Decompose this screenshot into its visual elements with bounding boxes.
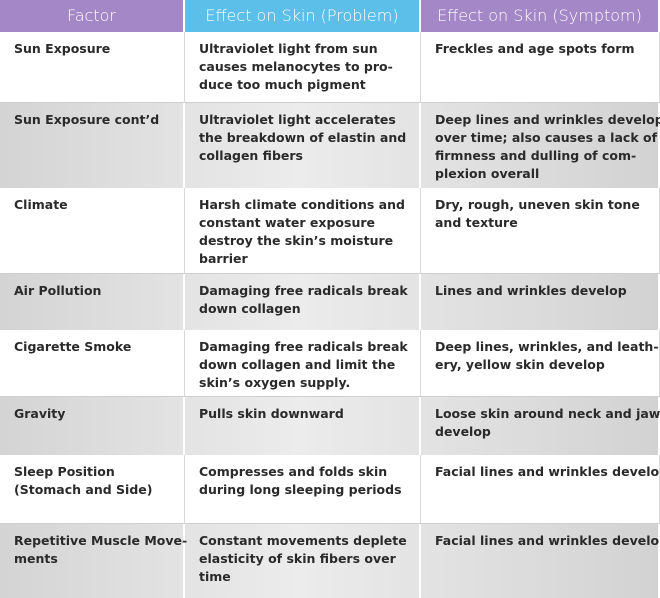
- column-header: Effect on Skin (Symptom): [421, 0, 660, 32]
- cell-text: Dry, rough, uneven skin tone: [435, 197, 640, 212]
- cell-text: causes melanocytes to pro-: [199, 59, 393, 74]
- cell-text: during long sleeping periods: [199, 482, 402, 497]
- cell-text: (Stomach and Side): [14, 482, 153, 497]
- table-cell: Ultraviolet light accelerates the breakdo…: [185, 103, 421, 188]
- table-cell: Loose skin around neck and jaw develop: [421, 397, 660, 455]
- cell-text: time: [199, 569, 231, 584]
- table-cell: Gravity: [0, 397, 185, 455]
- cell-text: and texture: [435, 215, 518, 230]
- cell-text: destroy the skin’s moisture: [199, 233, 394, 248]
- cell-text: Ultraviolet light from sun: [199, 41, 378, 56]
- cell-text: Lines and wrinkles develop: [435, 283, 627, 298]
- cell-text: Deep lines and wrinkles develop: [435, 112, 660, 127]
- table-row: Repetitive Muscle Move-ments Constant mov…: [0, 524, 660, 598]
- table-cell: Sun Exposure cont’d: [0, 103, 185, 188]
- cell-text: Repetitive Muscle Move-: [14, 533, 188, 548]
- table-cell: Sun Exposure: [0, 32, 185, 102]
- table-row: Sun Exposure cont’d Ultraviolet light acc…: [0, 103, 660, 188]
- cell-text: Sun Exposure cont’d: [14, 112, 160, 127]
- cell-text: down collagen: [199, 301, 301, 316]
- cell-text: ments: [14, 551, 58, 566]
- table-cell: Dry, rough, uneven skin tone and texture: [421, 188, 660, 273]
- table-row: Climate Harsh climate conditions and const…: [0, 188, 660, 274]
- table-cell: Cigarette Smoke: [0, 330, 185, 396]
- table-cell: Air Pollution: [0, 274, 185, 330]
- table-row: Cigarette Smoke Damaging free radicals br…: [0, 330, 660, 397]
- cell-text: Damaging free radicals break: [199, 283, 408, 298]
- cell-text: Facial lines and wrinkles develop: [435, 533, 660, 548]
- table-cell: Deep lines and wrinkles develop over time…: [421, 103, 660, 188]
- column-header: Factor: [0, 0, 185, 32]
- cell-text: Sleep Position: [14, 464, 115, 479]
- table-cell: Pulls skin downward: [185, 397, 421, 455]
- cell-text: Harsh climate conditions and: [199, 197, 405, 212]
- cell-text: the breakdown of elastin and: [199, 130, 407, 145]
- cell-text: firmness and dulling of com-: [435, 148, 637, 163]
- table-cell: Ultraviolet light from sun causes melanoc…: [185, 32, 421, 102]
- cell-text: Ultraviolet light accelerates: [199, 112, 396, 127]
- table-cell: Damaging free radicals break down collage…: [185, 330, 421, 396]
- table-row: Gravity Pulls skin downward Loose skin aro…: [0, 397, 660, 455]
- cell-text: collagen fibers: [199, 148, 303, 163]
- table-cell: Damaging free radicals break down collage…: [185, 274, 421, 330]
- table-row: Sun Exposure Ultraviolet light from sun ca…: [0, 32, 660, 103]
- cell-text: develop: [435, 424, 491, 439]
- cell-text: Pulls skin downward: [199, 406, 344, 421]
- cell-text: Damaging free radicals break: [199, 339, 408, 354]
- cell-text: skin’s oxygen supply.: [199, 375, 351, 390]
- table-cell: Facial lines and wrinkles develop: [421, 524, 660, 598]
- table-row: Sleep Position (Stomach and Side) Compress…: [0, 455, 660, 524]
- cell-text: Compresses and folds skin: [199, 464, 388, 479]
- table-cell: Lines and wrinkles develop: [421, 274, 660, 330]
- cell-text: Cigarette Smoke: [14, 339, 132, 354]
- cell-text: Deep lines, wrinkles, and leath-: [435, 339, 659, 354]
- cell-text: duce too much pigment: [199, 77, 366, 92]
- cell-text: over time; also causes a lack of: [435, 130, 658, 145]
- table-cell: Facial lines and wrinkles develop: [421, 455, 660, 523]
- cell-text: Gravity: [14, 406, 66, 421]
- table-cell: Harsh climate conditions and constant wat…: [185, 188, 421, 273]
- cell-text: Facial lines and wrinkles develop: [435, 464, 660, 479]
- table-row: Air Pollution Damaging free radicals brea…: [0, 274, 660, 330]
- cell-text: Air Pollution: [14, 283, 102, 298]
- table-cell: Compresses and folds skin during long sle…: [185, 455, 421, 523]
- table-cell: Constant movements deplete elasticity of …: [185, 524, 421, 598]
- table-cell: Repetitive Muscle Move-ments: [0, 524, 188, 598]
- cell-text: elasticity of skin fibers over: [199, 551, 396, 566]
- cell-text: Climate: [14, 197, 68, 212]
- cell-text: Loose skin around neck and jaw: [435, 406, 660, 421]
- cell-text: Sun Exposure: [14, 41, 111, 56]
- table-cell: Freckles and age spots form: [421, 32, 660, 102]
- column-header: Effect on Skin (Problem): [185, 0, 421, 32]
- table-cell: Sleep Position (Stomach and Side): [0, 455, 185, 523]
- cell-text: Freckles and age spots form: [435, 41, 635, 56]
- cell-text: down collagen and limit the: [199, 357, 396, 372]
- cell-text: ery, yellow skin develop: [435, 357, 605, 372]
- cell-text: barrier: [199, 251, 248, 266]
- cell-text: constant water exposure: [199, 215, 375, 230]
- table-cell: Deep lines, wrinkles, and leath-ery, yel…: [421, 330, 660, 396]
- cell-text: Constant movements deplete: [199, 533, 407, 548]
- cell-text: plexion overall: [435, 166, 540, 181]
- table-cell: Climate: [0, 188, 185, 273]
